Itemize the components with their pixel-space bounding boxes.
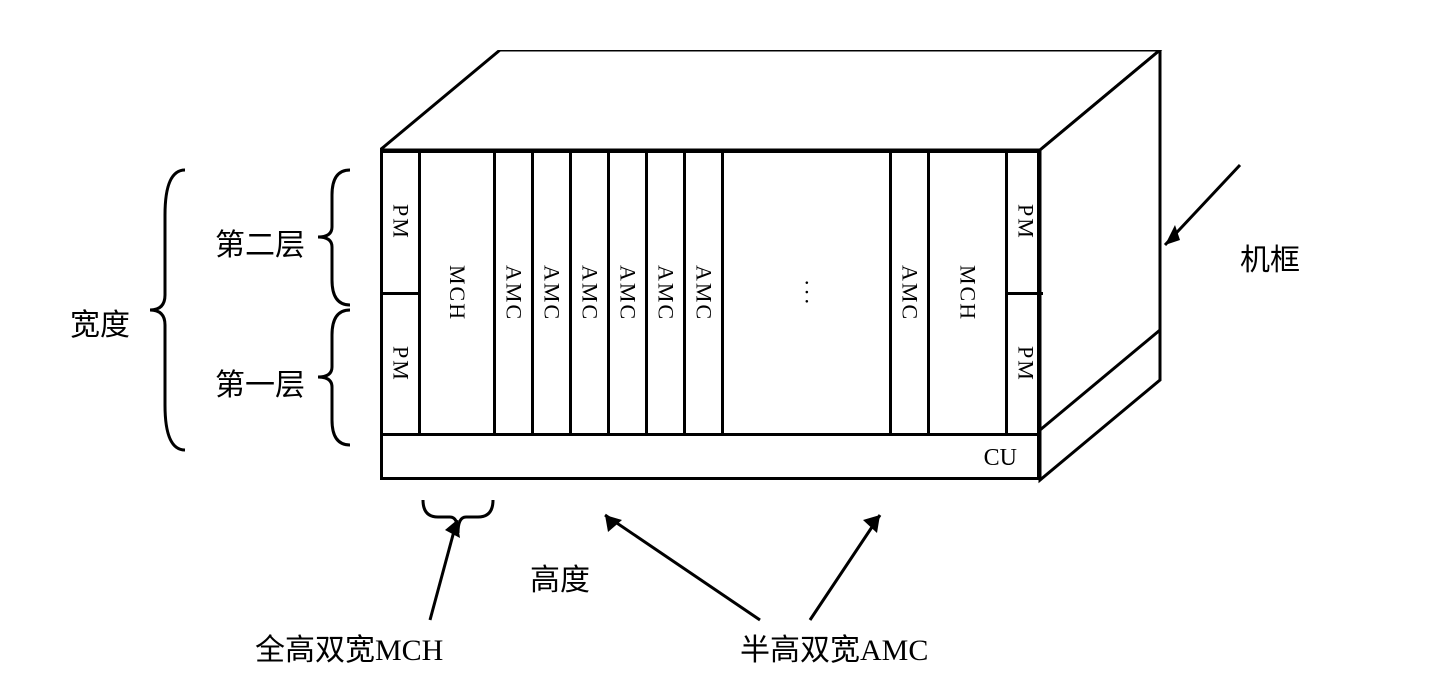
- amc-label: AMC: [897, 265, 923, 321]
- amc-slot: AMC: [648, 153, 686, 433]
- amc-slot: AMC: [610, 153, 648, 433]
- box-front: PM PM MCH AMC AMC AMC AMC AMC AMC ··· AM…: [380, 150, 1040, 480]
- cu-label: CU: [984, 445, 1017, 472]
- mch-slot-right: MCH: [930, 153, 1005, 433]
- ellipsis-slot: ···: [724, 153, 892, 433]
- amc-label: AMC: [501, 265, 527, 321]
- amc-slot: AMC: [892, 153, 930, 433]
- ellipsis-label: ···: [794, 279, 820, 307]
- half-amc-label: 半高双宽AMC: [740, 625, 928, 669]
- width-brace: [145, 165, 195, 455]
- chassis-diagram: PM PM MCH AMC AMC AMC AMC AMC AMC ··· AM…: [380, 50, 1160, 500]
- pm-slot-bottom-right: PM: [1008, 295, 1043, 434]
- pm-label: PM: [1013, 346, 1039, 382]
- half-amc-arrow-1: [590, 500, 770, 630]
- amc-label: AMC: [691, 265, 717, 321]
- half-amc-arrow-2: [805, 500, 925, 630]
- amc-slot: AMC: [686, 153, 724, 433]
- pm-slot-top-left: PM: [383, 153, 418, 295]
- layer1-label: 第一层: [215, 360, 305, 404]
- height-label: 高度: [530, 555, 590, 599]
- layer1-brace: [310, 305, 360, 450]
- pm-column-left: PM PM: [383, 153, 421, 433]
- layer2-label: 第二层: [215, 220, 305, 264]
- slot-area: PM PM MCH AMC AMC AMC AMC AMC AMC ··· AM…: [383, 153, 1043, 433]
- amc-slot: AMC: [496, 153, 534, 433]
- mch-label: MCH: [444, 265, 470, 321]
- amc-label: AMC: [653, 265, 679, 321]
- pm-label: PM: [1013, 204, 1039, 240]
- cu-row: CU: [383, 433, 1037, 480]
- amc-label: AMC: [577, 265, 603, 321]
- full-mch-arrow: [425, 500, 485, 630]
- amc-slot: AMC: [534, 153, 572, 433]
- pm-slot-top-right: PM: [1008, 153, 1043, 295]
- layer2-brace: [310, 165, 360, 310]
- middle-slots: MCH AMC AMC AMC AMC AMC AMC ··· AMC MCH: [421, 153, 1005, 433]
- full-mch-label: 全高双宽MCH: [255, 625, 443, 669]
- width-label: 宽度: [70, 300, 130, 344]
- pm-column-right: PM PM: [1005, 153, 1043, 433]
- pm-slot-bottom-left: PM: [383, 295, 418, 434]
- amc-slot: AMC: [572, 153, 610, 433]
- mch-slot-left: MCH: [421, 153, 496, 433]
- amc-label: AMC: [615, 265, 641, 321]
- mch-label: MCH: [955, 265, 981, 321]
- pm-label: PM: [388, 204, 414, 240]
- pm-label: PM: [388, 346, 414, 382]
- amc-label: AMC: [539, 265, 565, 321]
